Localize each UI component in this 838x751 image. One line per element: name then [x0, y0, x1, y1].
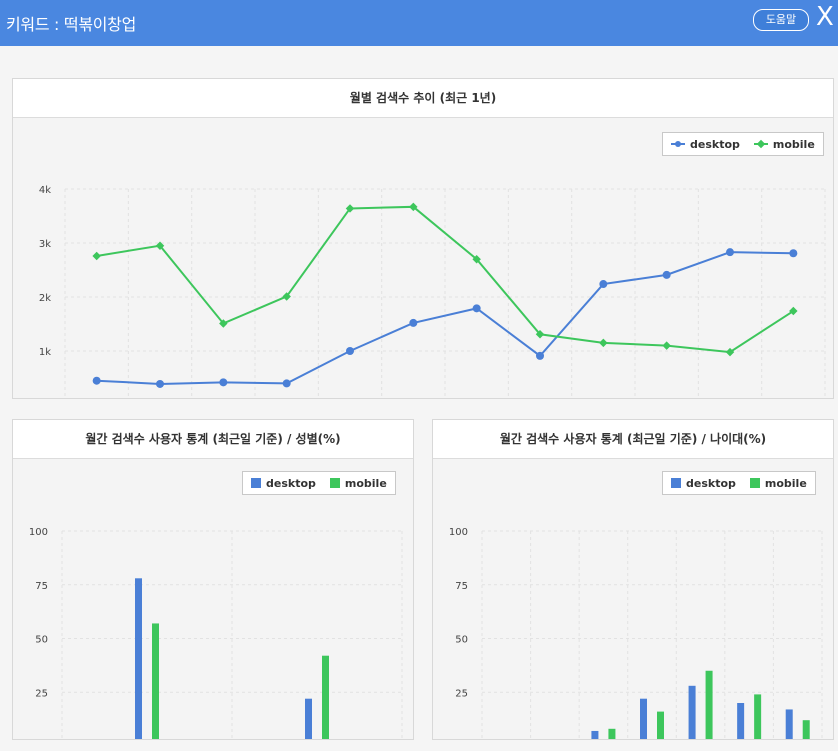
age-stats-panel: 월간 검색수 사용자 통계 (최근일 기준) / 나이대(%) 02550751…	[432, 419, 834, 751]
monthly-trend-panel: 월별 검색수 추이 (최근 1년) 01k2k3k4k2017-112017-1…	[12, 78, 834, 426]
square-marker-icon	[671, 478, 681, 488]
legend: desktop mobile	[242, 471, 396, 495]
y-tick-label: 25	[35, 688, 48, 699]
legend-item-mobile[interactable]: mobile	[753, 138, 815, 151]
data-point-desktop	[472, 304, 481, 313]
bar-mobile	[608, 728, 616, 746]
y-tick-label: 100	[29, 527, 48, 538]
page-title: 키워드 : 떡볶이창업	[6, 15, 137, 34]
bar-mobile	[754, 694, 762, 746]
series-line-mobile	[96, 205, 794, 354]
y-tick-label: 50	[455, 635, 468, 646]
bar-mobile	[705, 670, 713, 746]
close-icon[interactable]: X	[816, 2, 834, 32]
data-point-mobile	[219, 319, 228, 328]
gender-stats-title: 월간 검색수 사용자 통계 (최근일 기준) / 성별(%)	[13, 420, 413, 459]
bar-mobile	[322, 655, 329, 746]
bar-mobile	[802, 720, 810, 746]
y-tick-label: 100	[449, 527, 468, 538]
bar-desktop	[135, 578, 142, 746]
age-stats-chart: 02550751000~ 1213~ 1920~ 2425~ 2930~ 394…	[449, 527, 823, 751]
square-marker-icon	[749, 478, 760, 488]
square-marker-icon	[251, 478, 261, 488]
legend: desktop mobile	[662, 471, 816, 495]
line-marker-icon	[671, 139, 685, 149]
age-stats-title: 월간 검색수 사용자 통계 (최근일 기준) / 나이대(%)	[433, 420, 833, 459]
bar-desktop	[688, 685, 696, 746]
legend-item-mobile[interactable]: mobile	[749, 477, 807, 490]
data-point-desktop	[92, 376, 101, 385]
data-point-desktop	[662, 270, 671, 279]
data-point-desktop	[726, 248, 734, 257]
line-marker-icon	[753, 139, 768, 149]
data-point-desktop	[536, 351, 544, 360]
legend-item-desktop[interactable]: desktop	[251, 477, 316, 490]
bar-desktop	[305, 698, 312, 746]
data-point-mobile	[155, 241, 165, 250]
y-tick-label: 3k	[39, 239, 51, 250]
y-tick-label: 50	[35, 635, 48, 646]
bar-mobile	[152, 623, 159, 746]
gender-stats-panel: 월간 검색수 사용자 통계 (최근일 기준) / 성별(%) 025507510…	[12, 419, 414, 751]
data-point-mobile	[92, 251, 101, 261]
data-point-desktop	[409, 318, 418, 327]
monthly-trend-chart: 01k2k3k4k2017-112017-122018-012018-02201…	[39, 185, 826, 426]
y-tick-label: 75	[455, 581, 468, 592]
y-tick-label: 1k	[39, 347, 51, 358]
bar-desktop	[785, 709, 793, 746]
legend-item-mobile[interactable]: mobile	[329, 477, 387, 490]
data-point-mobile	[662, 341, 671, 350]
bar-desktop	[591, 730, 599, 746]
legend-item-desktop[interactable]: desktop	[671, 138, 740, 151]
bar-desktop	[640, 698, 647, 746]
square-marker-icon	[329, 478, 340, 488]
bar-desktop	[737, 703, 745, 746]
data-point-desktop	[346, 347, 354, 355]
header-bar: 키워드 : 떡볶이창업 도움말 X	[0, 0, 838, 46]
data-point-desktop	[282, 379, 291, 388]
legend: desktop mobile	[662, 132, 824, 156]
data-point-desktop	[789, 249, 798, 258]
data-point-mobile	[599, 338, 608, 348]
y-tick-label: 4k	[39, 185, 51, 196]
data-point-desktop	[156, 379, 164, 388]
monthly-trend-title: 월별 검색수 추이 (최근 1년)	[13, 79, 833, 118]
y-tick-label: 2k	[39, 293, 51, 304]
gender-stats-chart: 0255075100남성여성	[29, 527, 403, 751]
legend-item-desktop[interactable]: desktop	[671, 477, 736, 490]
series-line-desktop	[96, 251, 794, 385]
data-point-mobile	[282, 292, 291, 301]
data-point-mobile	[345, 204, 355, 213]
help-button[interactable]: 도움말	[753, 9, 809, 31]
data-point-desktop	[599, 280, 608, 289]
data-point-mobile	[472, 254, 481, 264]
data-point-desktop	[219, 378, 228, 387]
data-point-mobile	[409, 202, 418, 212]
bar-mobile	[657, 711, 664, 746]
y-tick-label: 75	[35, 581, 48, 592]
y-tick-label: 25	[455, 688, 468, 699]
